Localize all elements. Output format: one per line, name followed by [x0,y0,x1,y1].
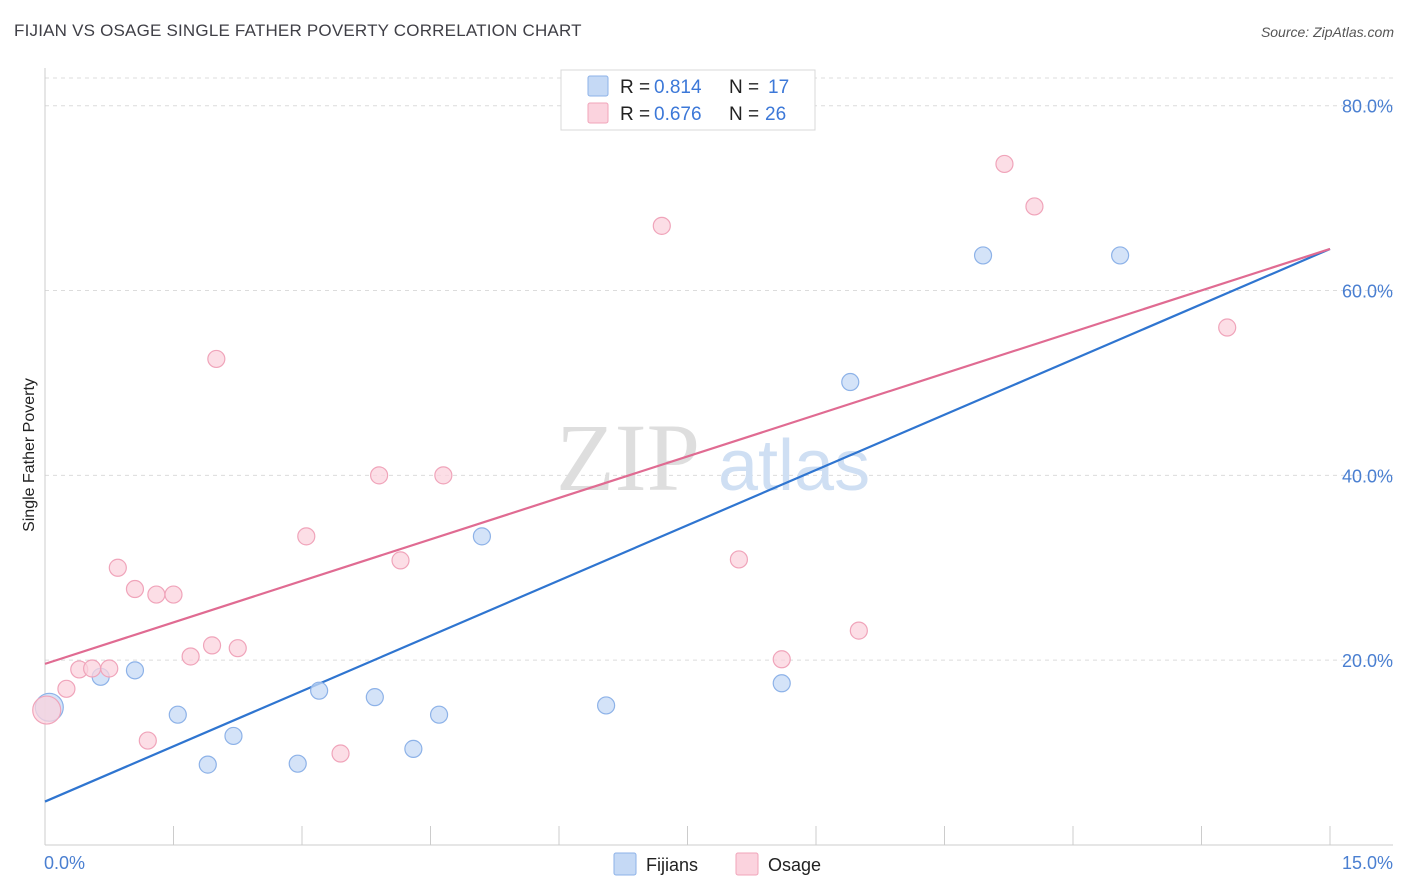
point-fijians-8 [365,688,384,707]
point-osage-14 [297,527,316,546]
point-osage-25 [1218,318,1237,337]
y-tick-labels: 20.0% 40.0% 60.0% 80.0% [1342,97,1393,671]
legend-r-label-fijians: R = [620,77,650,98]
point-fijians-9 [404,739,423,758]
point-osage-22 [849,621,868,640]
point-osage-13 [228,639,247,658]
bottom-legend-swatch-osage [735,852,759,876]
point-fijians-3 [168,705,187,724]
point-fijians-12 [597,696,616,715]
point-fijians-4 [198,755,217,774]
point-osage-6 [125,579,145,599]
point-osage-3 [83,659,102,678]
bottom-legend-swatch-fijians [613,852,637,876]
y-tick-label-40: 40.0% [1342,466,1393,486]
point-osage-8 [164,585,183,604]
legend-r-value-fijians: 0.814 [654,77,702,98]
point-osage-10 [181,647,200,666]
point-osage-12 [207,349,226,369]
data-points [32,154,1237,774]
point-fijians-13 [772,674,791,693]
y-tick-label-20: 20.0% [1342,651,1393,671]
bottom-legend-label-osage: Osage [768,855,821,875]
legend-n-value-osage: 26 [765,104,786,125]
point-osage-18 [434,466,453,485]
legend-swatch-osage [587,102,609,124]
point-osage-23 [995,154,1014,174]
point-osage-24 [1025,197,1044,216]
y-tick-label-60: 60.0% [1342,282,1393,302]
watermark-zip: ZIP [556,404,700,511]
point-osage-5 [108,558,127,577]
x-tick-label-min: 0.0% [44,853,85,873]
point-osage-17 [391,551,410,570]
trend-line-fijians [44,247,1331,803]
legend-swatch-fijians [587,75,609,97]
point-osage-0 [32,695,62,725]
legend-r-label-osage: R = [620,104,650,125]
point-fijians-10 [429,705,449,724]
point-osage-4 [100,659,119,678]
point-fijians-6 [288,754,307,773]
point-osage-20 [729,550,749,569]
point-osage-7 [147,585,166,604]
point-fijians-2 [125,661,145,680]
trend-lines [44,247,1331,803]
point-fijians-14 [841,372,860,392]
point-fijians-11 [472,527,491,546]
legend-r-value-osage: 0.676 [654,104,702,125]
chart-title: FIJIAN VS OSAGE SINGLE FATHER POVERTY CO… [14,21,582,40]
point-osage-15 [331,744,350,763]
legend-n-value-fijians: 17 [768,77,789,98]
legend-n-label-osage: N = [729,104,759,125]
watermark-atlas: atlas [718,426,870,506]
point-osage-11 [202,636,222,655]
stats-legend: R = 0.814 N = 17 R = 0.676 N = 26 [560,69,816,131]
point-osage-21 [772,650,791,669]
point-fijians-16 [1111,246,1130,265]
source-label: Source: ZipAtlas.com [1260,24,1394,40]
point-fijians-5 [224,726,243,746]
bottom-legend-label-fijians: Fijians [646,855,698,875]
point-fijians-7 [310,681,329,700]
trend-line-osage [44,247,1331,665]
legend-n-label-fijians: N = [729,77,759,98]
grid-lines [45,77,1393,661]
y-axis-label: Single Father Poverty [21,378,38,532]
y-tick-label-80: 80.0% [1342,97,1393,117]
point-fijians-15 [973,246,993,265]
point-osage-19 [652,216,671,235]
x-tick-label-max: 15.0% [1342,853,1393,873]
point-osage-1 [57,679,76,698]
series-legend: Fijians Osage [613,852,821,876]
point-osage-9 [138,731,157,750]
point-osage-16 [370,466,389,485]
